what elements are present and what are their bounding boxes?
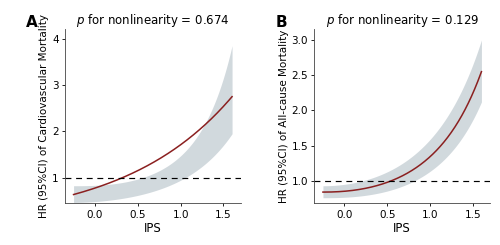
Text: B: B xyxy=(276,15,287,30)
Y-axis label: HR (95%CI) of All-cause Mortality: HR (95%CI) of All-cause Mortality xyxy=(278,30,288,203)
Text: A: A xyxy=(26,15,38,30)
X-axis label: IPS: IPS xyxy=(144,222,162,235)
Title: $\mathit{p}$ for nonlinearity = 0.674: $\mathit{p}$ for nonlinearity = 0.674 xyxy=(76,12,230,29)
X-axis label: IPS: IPS xyxy=(394,222,411,235)
Title: $\mathit{p}$ for nonlinearity = 0.129: $\mathit{p}$ for nonlinearity = 0.129 xyxy=(326,12,478,29)
Y-axis label: HR (95%CI) of Cardiovascular Mortality: HR (95%CI) of Cardiovascular Mortality xyxy=(40,14,50,218)
